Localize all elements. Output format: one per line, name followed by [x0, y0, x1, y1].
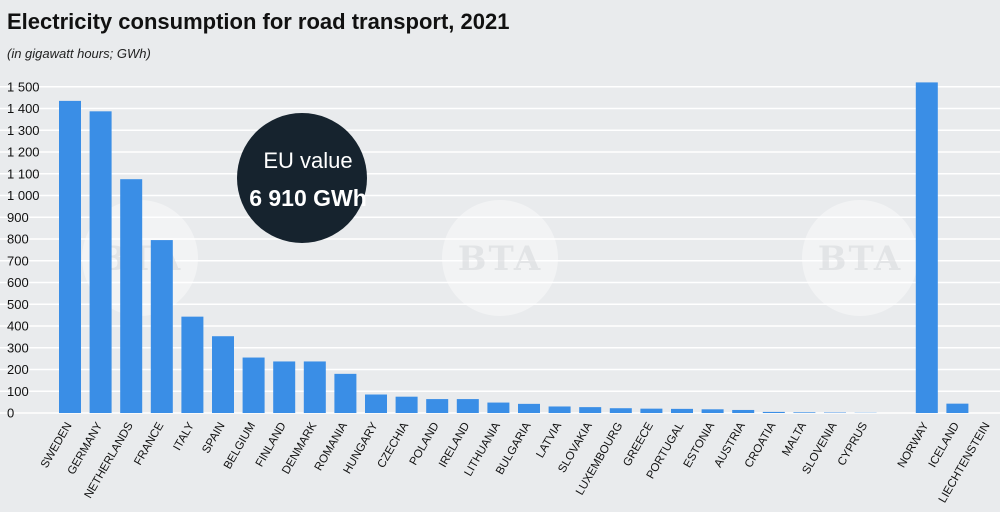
eu-badge-value: 6 910 GWh	[249, 185, 367, 211]
bar	[609, 408, 632, 413]
x-tick-label: POLAND	[408, 421, 442, 468]
y-tick-label: 700	[7, 253, 29, 268]
bar	[640, 408, 663, 413]
y-tick-label: 900	[7, 210, 29, 225]
y-tick-label: 0	[7, 406, 14, 421]
chart-title: Electricity consumption for road transpo…	[7, 9, 509, 34]
y-tick-label: 400	[7, 319, 29, 334]
bar	[59, 100, 81, 413]
y-tick-label: 1 100	[7, 166, 40, 181]
bar	[242, 357, 265, 413]
bar	[120, 179, 143, 413]
y-tick-label: 200	[7, 362, 29, 377]
bar	[762, 411, 785, 413]
x-tick-label: ITALY	[171, 420, 197, 452]
watermark-circle	[442, 200, 558, 316]
bar	[793, 412, 816, 413]
x-tick-label: CZECHIA	[376, 420, 412, 470]
x-tick-label: LATVIA	[534, 420, 564, 460]
y-tick-label: 1 300	[7, 123, 40, 138]
eu-value-badge: EU value 6 910 GWh	[237, 113, 367, 243]
bar	[579, 407, 602, 413]
bar	[395, 396, 418, 413]
x-tick-label: SPAIN	[200, 421, 227, 456]
bar	[732, 409, 755, 413]
bar	[365, 394, 387, 413]
y-axis-ticks: 0 100 200 300 400 500 600 700 800 900 1 000 1 100 1 …	[7, 79, 40, 420]
bar	[426, 399, 449, 413]
bar	[946, 403, 969, 413]
bar	[671, 408, 693, 413]
chart-subtitle: (in gigawatt hours; GWh)	[7, 46, 151, 61]
bar	[89, 111, 112, 413]
bar	[518, 403, 540, 413]
x-tick-label: GREECE	[621, 420, 656, 468]
bar	[303, 361, 326, 413]
bar	[150, 240, 173, 413]
x-tick-label: BELGIUM	[222, 421, 258, 472]
x-tick-label: AUSTRIA	[712, 420, 747, 469]
y-tick-label: 1 400	[7, 101, 40, 116]
bar	[273, 361, 296, 413]
y-tick-label: 600	[7, 275, 29, 290]
bar	[181, 316, 204, 413]
y-tick-label: 300	[7, 340, 29, 355]
x-tick-label: CROATIA	[743, 420, 779, 470]
x-tick-label: CYPRUS	[836, 420, 871, 468]
y-tick-label: 1 000	[7, 188, 40, 203]
bar	[212, 336, 234, 413]
bar	[701, 409, 724, 413]
x-tick-label: FINLAND	[254, 421, 289, 470]
x-tick-label: SWEDEN	[39, 421, 75, 471]
x-tick-label: IRELAND	[437, 421, 472, 470]
x-tick-label: MALTA	[780, 420, 809, 458]
watermark-circle	[802, 200, 918, 316]
bar	[548, 406, 571, 413]
watermark-logo: BTA	[458, 239, 543, 279]
eu-badge-label: EU value	[263, 148, 352, 173]
bar	[456, 399, 479, 413]
eu-badge-circle	[237, 113, 367, 243]
bars	[59, 82, 969, 414]
x-tick-label: FRANCE	[132, 420, 166, 467]
y-tick-label: 500	[7, 297, 29, 312]
x-tick-label: ICELAND	[927, 421, 962, 470]
bar	[915, 82, 938, 414]
y-tick-label: 800	[7, 232, 29, 247]
bar	[487, 402, 510, 413]
y-tick-label: 1 200	[7, 145, 40, 160]
watermark-logo: BTA	[818, 239, 903, 279]
bar	[334, 373, 357, 413]
y-tick-label: 100	[7, 384, 29, 399]
y-tick-label: 1 500	[7, 79, 40, 94]
